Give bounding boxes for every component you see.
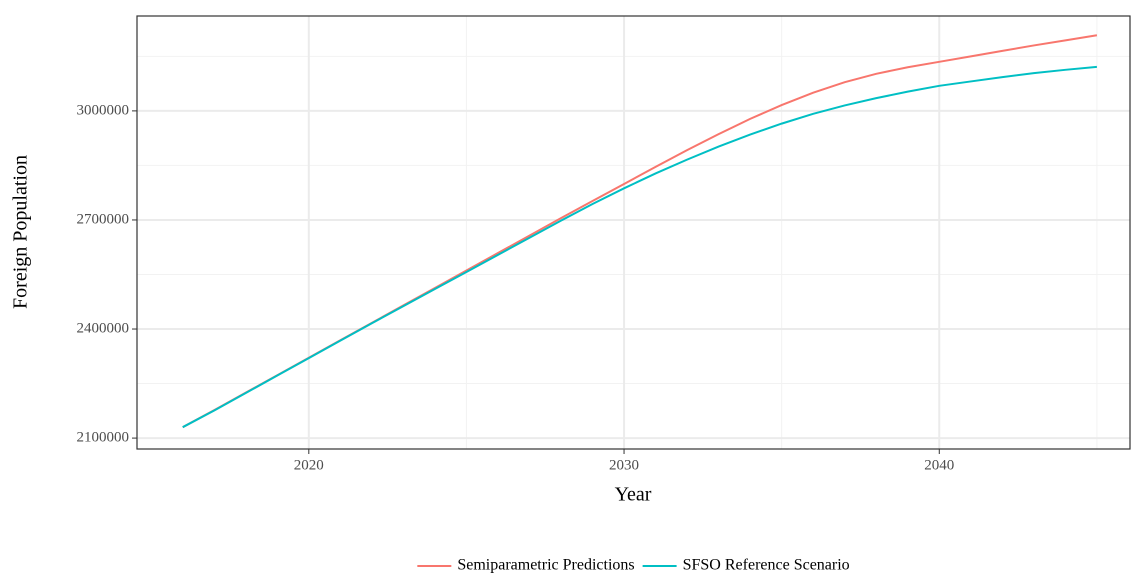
legend-text: Semiparametric Predictions bbox=[457, 557, 634, 574]
x-tick-label: 2040 bbox=[924, 457, 954, 473]
y-tick-label: 3000000 bbox=[77, 102, 130, 118]
y-axis-title: Foreign Population bbox=[10, 155, 32, 309]
x-axis-title: Year bbox=[615, 484, 652, 506]
y-tick-label: 2700000 bbox=[77, 211, 130, 227]
x-tick-label: 2030 bbox=[609, 457, 639, 473]
y-tick-label: 2400000 bbox=[77, 320, 130, 336]
x-tick-label: 2020 bbox=[294, 457, 324, 473]
legend-text: SFSO Reference Scenario bbox=[683, 557, 850, 574]
data-line bbox=[182, 65, 1097, 429]
y-tick-label: 2100000 bbox=[77, 430, 130, 446]
panel-border bbox=[136, 15, 1131, 450]
